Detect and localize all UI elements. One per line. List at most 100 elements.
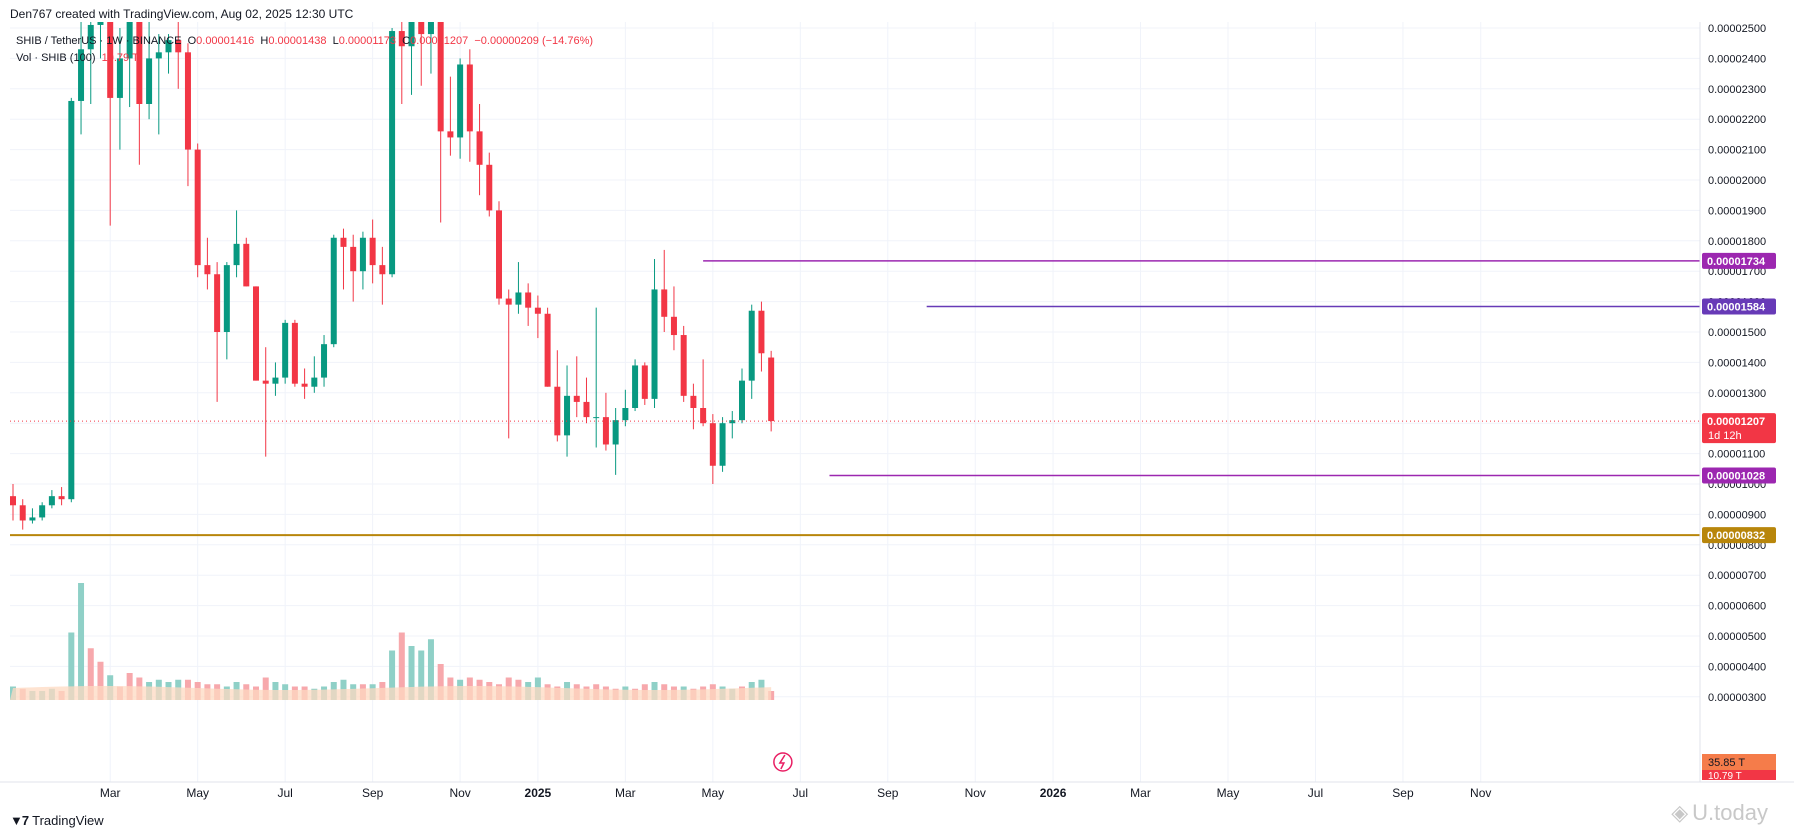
price-tick-label: 0.00002000 xyxy=(1708,175,1766,187)
candle-body xyxy=(457,64,464,138)
candle-body xyxy=(243,243,250,287)
volume-bar xyxy=(262,677,269,700)
volume-avg-text: 35.85 T xyxy=(1708,757,1745,769)
candle-body xyxy=(398,31,405,47)
candle-body xyxy=(204,265,211,275)
volume-ma-area xyxy=(10,686,772,700)
candle-body xyxy=(175,40,182,53)
candle-body xyxy=(58,496,65,500)
time-tick-label: Sep xyxy=(362,786,384,800)
time-tick-label: May xyxy=(1217,786,1240,800)
watermark-label: U.today xyxy=(1692,800,1768,825)
candle-body xyxy=(709,423,716,466)
open-label: O xyxy=(187,35,197,47)
candle-body xyxy=(476,131,483,165)
volume-bar xyxy=(97,661,104,700)
candle-body xyxy=(19,505,26,521)
price-axis: 0.00002500 0.00002400 0.00002300 0.00002200… xyxy=(1699,22,1776,782)
price-tick-label: 0.00002500 xyxy=(1708,23,1766,35)
candle-body xyxy=(301,383,308,387)
candle-body xyxy=(602,417,609,445)
volume-row[interactable]: Vol · SHIB (100) 10.79 T xyxy=(16,50,593,67)
price-tick-label: 0.00001500 xyxy=(1708,327,1766,339)
candle-body xyxy=(525,292,532,308)
time-axis: Mar May Jul Sep Nov 2025 Mar May Jul Sep Nov 2026 Ma… xyxy=(0,781,1794,800)
open-value: 0.00001416 xyxy=(196,35,255,47)
candle-body xyxy=(340,237,347,247)
level-price-badge-bg xyxy=(1702,298,1776,315)
candle-body xyxy=(369,237,376,266)
level-price-badge-text: 0.00001584 xyxy=(1707,301,1766,313)
candle-body xyxy=(39,505,46,518)
candle-body xyxy=(146,58,153,104)
price-tick-label: 0.00001400 xyxy=(1708,357,1766,369)
candle-body xyxy=(68,100,75,500)
volume-bar xyxy=(427,639,434,700)
volume-bar xyxy=(437,664,444,700)
close-label: C xyxy=(402,35,411,47)
level-price-badge-bg xyxy=(1702,467,1776,484)
candle-body xyxy=(418,22,425,35)
level-price-badge-text: 0.00001734 xyxy=(1707,256,1766,268)
level-price-badge: 0.00001584 xyxy=(1702,298,1776,315)
candle-body xyxy=(748,310,755,381)
time-tick-label: May xyxy=(702,786,725,800)
last-price-badge: 0.00001207 1d 12h xyxy=(1702,413,1776,444)
candle-body xyxy=(165,40,172,53)
price-tick-label: 0.00001900 xyxy=(1708,205,1766,217)
candle-body xyxy=(10,496,16,506)
last-price-badge-bg xyxy=(1702,413,1776,444)
candle-body xyxy=(554,386,561,436)
time-tick-label: Nov xyxy=(449,786,470,800)
time-tick-label: Nov xyxy=(1470,786,1491,800)
candle-body xyxy=(233,243,240,266)
candle-body xyxy=(379,265,386,275)
high-label: H xyxy=(260,35,269,47)
price-tick-label: 0.00000700 xyxy=(1708,570,1766,582)
price-tick-label: 0.00002100 xyxy=(1708,145,1766,157)
price-tick-label: 0.00002400 xyxy=(1708,53,1766,65)
last-price-badge-text: 0.00001207 xyxy=(1707,416,1765,428)
candle-body xyxy=(136,22,143,104)
candle-body xyxy=(291,322,298,384)
candle-body xyxy=(544,313,551,387)
price-tick-label: 0.00001300 xyxy=(1708,388,1766,400)
low-label: L xyxy=(332,35,339,47)
level-price-badge-bg xyxy=(1702,527,1776,544)
candle-body xyxy=(680,335,687,396)
candle-body xyxy=(321,344,328,378)
ohlc-row[interactable]: SHIB / TetherUS · 1W · BINANCE O0.000014… xyxy=(16,33,593,50)
candle-body xyxy=(330,237,337,345)
candle-body xyxy=(126,22,133,59)
candle-body xyxy=(223,265,230,332)
candle-body xyxy=(48,496,55,506)
tradingview-brand[interactable]: ▼7 TradingView xyxy=(10,813,104,828)
candle-body xyxy=(107,22,114,98)
time-tick-label: 2026 xyxy=(1040,786,1067,800)
candle-body xyxy=(282,322,289,378)
candle-body xyxy=(758,310,765,354)
price-tick-label: 0.00000400 xyxy=(1708,661,1766,673)
candle-body xyxy=(350,246,357,272)
candlestick-chart[interactable]: 0.00002500 0.00002400 0.00002300 0.00002200… xyxy=(0,22,1794,800)
candle-body xyxy=(496,210,502,299)
time-tick-label: Jul xyxy=(277,786,292,800)
volume-current-text: 10.79 T xyxy=(1708,771,1742,782)
watermark-logo-icon: ◈ xyxy=(1671,800,1689,825)
watermark: ◈ U.today xyxy=(1671,800,1768,826)
candle-body xyxy=(253,286,259,381)
change-value: −0.00000209 (−14.76%) xyxy=(474,35,594,47)
level-price-badge: 0.00001028 xyxy=(1702,467,1776,484)
lightning-icon xyxy=(773,752,793,772)
grid-lines xyxy=(10,22,1700,782)
brand-label: TradingView xyxy=(32,813,104,828)
time-tick-label: May xyxy=(186,786,209,800)
candle-body xyxy=(632,365,639,408)
volume-value: 10.79 T xyxy=(101,52,139,64)
candle-body xyxy=(700,408,707,424)
volume-bar xyxy=(408,646,415,700)
volume-bar xyxy=(78,583,85,700)
volume-bar xyxy=(418,650,425,700)
candle-body xyxy=(670,316,677,336)
candle-body xyxy=(155,52,162,59)
